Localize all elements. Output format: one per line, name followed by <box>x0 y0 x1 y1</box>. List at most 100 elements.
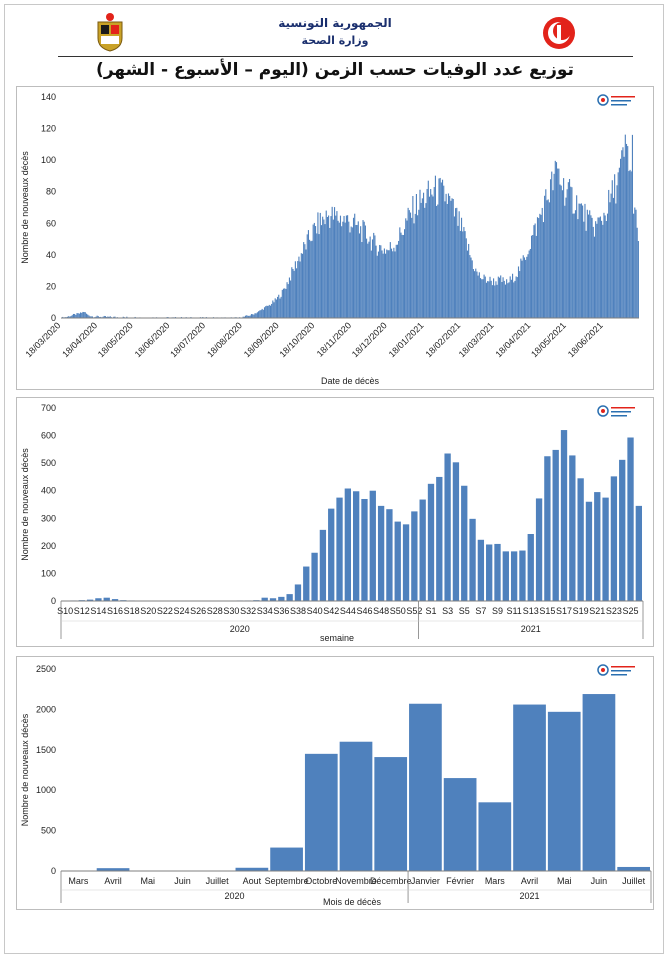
daily-bar <box>68 316 70 318</box>
daily-bar <box>441 179 444 318</box>
daily-bar <box>357 221 359 318</box>
daily-bar <box>458 211 460 318</box>
daily-bar <box>370 250 372 318</box>
daily-bar <box>259 310 261 318</box>
daily-bar <box>330 216 332 318</box>
weekly-xtick-label: S16 <box>107 606 123 616</box>
weekly-bar <box>610 476 618 601</box>
daily-bar <box>381 250 383 318</box>
daily-bar <box>446 203 448 318</box>
daily-bar <box>433 187 435 318</box>
ministry-name: وزارة الصحة <box>301 34 369 47</box>
weekly-xtick-label: S25 <box>623 606 639 616</box>
weekly-bar <box>369 490 376 601</box>
daily-bar <box>630 171 632 318</box>
daily-bar <box>566 189 568 318</box>
weekly-bar <box>594 492 601 601</box>
daily-bar <box>472 269 474 318</box>
daily-bar <box>369 236 371 318</box>
daily-bar <box>273 302 275 318</box>
daily-bar <box>325 210 327 318</box>
daily-bar <box>107 316 109 318</box>
daily-bar <box>71 315 73 318</box>
monthly-deaths-chart: 0 500 1000 1500 2000 2500 Nombre de nouveaux d… <box>16 656 654 910</box>
daily-bar <box>636 227 638 318</box>
daily-bar <box>585 230 587 318</box>
daily-bar <box>494 285 496 318</box>
daily-bar <box>554 160 556 318</box>
daily-bar <box>294 261 296 318</box>
daily-bar <box>460 217 463 318</box>
daily-bar <box>504 284 507 318</box>
daily-bar <box>466 250 469 318</box>
daily-bar <box>260 310 262 318</box>
weekly-xtick-label: S10 <box>57 606 73 616</box>
weekly-bar <box>552 449 559 601</box>
daily-bar <box>290 280 292 318</box>
daily-ytick-label: 40 <box>46 250 56 260</box>
daily-bar <box>415 193 417 318</box>
daily-bar <box>501 282 503 318</box>
weekly-bar <box>544 456 551 601</box>
daily-bar <box>102 316 104 318</box>
weekly-xtick-label: S44 <box>340 606 356 616</box>
daily-bar <box>482 279 484 318</box>
daily-bar <box>405 218 407 318</box>
daily-bar <box>122 316 124 318</box>
weekly-ytick-label: 300 <box>41 513 56 523</box>
daily-bar <box>395 244 397 318</box>
observatory-logo-icon <box>597 405 635 417</box>
daily-bar <box>457 225 459 318</box>
daily-bar <box>595 221 597 318</box>
weekly-year-label: 2020 <box>230 624 250 634</box>
daily-bar <box>91 316 93 318</box>
daily-bar <box>298 256 300 318</box>
daily-bar <box>292 268 294 318</box>
daily-bar <box>485 282 488 318</box>
daily-ytick-label: 100 <box>41 155 56 165</box>
daily-bar <box>612 197 615 318</box>
daily-bar <box>589 210 591 318</box>
monthly-xtick-label: Juillet <box>622 876 646 886</box>
weekly-xtick-label: S36 <box>273 606 289 616</box>
weekly-bar <box>469 518 476 601</box>
daily-bar <box>421 198 423 318</box>
daily-bar <box>503 280 505 318</box>
daily-bar <box>83 312 85 318</box>
daily-bar <box>342 221 344 318</box>
monthly-bar <box>617 866 650 871</box>
daily-bar <box>377 251 380 318</box>
daily-bar <box>426 188 428 318</box>
monthly-bar <box>304 753 338 871</box>
daily-bar <box>428 196 431 318</box>
daily-bar <box>417 215 419 318</box>
daily-bar <box>529 248 531 318</box>
weekly-bar <box>419 499 426 601</box>
daily-bar <box>635 209 637 318</box>
daily-bar <box>269 305 272 318</box>
daily-bar <box>576 195 578 318</box>
daily-bar <box>413 223 415 318</box>
daily-bar <box>244 315 247 318</box>
daily-bar <box>463 227 465 318</box>
daily-bar <box>629 169 631 318</box>
daily-ytick-label: 80 <box>46 187 56 197</box>
daily-xlabel: Date de décès <box>321 376 380 386</box>
daily-bar <box>548 202 550 318</box>
daily-bar <box>434 175 436 318</box>
header-divider <box>58 56 633 57</box>
daily-bar <box>258 311 260 318</box>
daily-bar <box>579 203 581 318</box>
daily-bar <box>331 206 333 318</box>
daily-bar <box>134 316 136 318</box>
daily-bar <box>254 313 256 318</box>
daily-bar <box>440 182 442 318</box>
daily-bar <box>507 283 509 318</box>
weekly-bar <box>394 521 401 601</box>
daily-bar <box>496 284 498 318</box>
weekly-xtick-label: S9 <box>492 606 503 616</box>
weekly-bar <box>336 497 343 601</box>
daily-bar <box>385 253 387 318</box>
daily-bar <box>604 215 606 318</box>
daily-bar <box>66 316 69 318</box>
